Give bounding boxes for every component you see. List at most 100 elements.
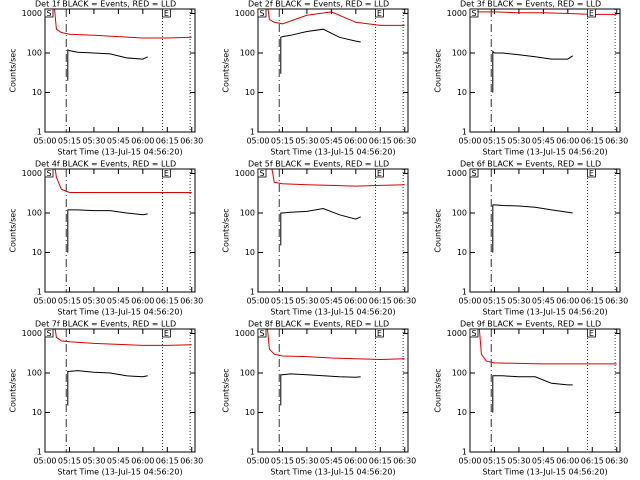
annotation: E [164, 9, 169, 18]
y-tick-label: 1000 [235, 9, 255, 18]
x-tick-label: 05:30 [82, 137, 105, 146]
plot-area [54, 9, 192, 81]
x-tick-label: 06:15 [581, 137, 604, 146]
data-line [280, 373, 361, 406]
annotation: E [589, 169, 594, 178]
x-tick-label: 05:45 [107, 457, 130, 466]
y-tick-label: 1000 [447, 329, 467, 338]
data-line [470, 11, 617, 15]
annotation-box [469, 168, 479, 178]
annotation: S [471, 9, 476, 18]
y-tick-label: 100 [240, 209, 255, 218]
data-line [67, 370, 148, 406]
y-tick-label: 100 [240, 49, 255, 58]
x-tick-label: 06:00 [556, 457, 579, 466]
y-axis-label: Counts/sec [222, 208, 231, 252]
y-tick-label: 100 [452, 49, 467, 58]
annotation-box [44, 8, 54, 18]
y-tick-label: 100 [240, 369, 255, 378]
y-tick-label: 1 [250, 128, 255, 137]
annotation-box [161, 168, 171, 178]
x-tick-label: 06:15 [156, 297, 179, 306]
x-tick-label: 06:30 [180, 297, 203, 306]
axes-frame [257, 328, 409, 453]
panel: Det 1f BLACK = Events, RED = LLD Start Ti… [9, 0, 204, 157]
x-axis-label: Start Time (13-Jul-15 04:56:20) [482, 468, 607, 477]
annotation: E [377, 169, 382, 178]
annotation: S [259, 9, 264, 18]
annotation-box [44, 168, 54, 178]
annotation-box [586, 8, 596, 18]
annotation-box [469, 8, 479, 18]
chart-title: Det 9f BLACK = Events, RED = LLD [460, 320, 601, 329]
axes-frame [469, 328, 621, 453]
y-tick-label: 1000 [22, 169, 42, 178]
annotation-box [257, 168, 267, 178]
axes-frame [44, 8, 196, 133]
panel: Det 5f BLACK = Events, RED = LLD Start Ti… [222, 160, 417, 317]
y-tick-label: 10 [32, 248, 42, 257]
data-line [492, 375, 573, 413]
y-axis-label: Counts/sec [9, 48, 18, 92]
x-tick-label: 05:45 [320, 137, 343, 146]
annotation: S [471, 329, 476, 338]
annotation-box [44, 328, 54, 338]
annotation-box [374, 8, 384, 18]
x-tick-label: 05:00 [246, 457, 269, 466]
y-tick-label: 100 [452, 209, 467, 218]
y-tick-label: 1 [462, 448, 467, 457]
axes-frame [469, 168, 621, 293]
annotation-box [374, 328, 384, 338]
x-tick-label: 06:15 [156, 457, 179, 466]
y-axis-label: Counts/sec [434, 208, 443, 252]
y-tick-label: 1 [37, 128, 42, 137]
y-tick-label: 10 [32, 88, 42, 97]
data-line [492, 50, 573, 93]
x-tick-label: 06:00 [344, 457, 367, 466]
data-line [280, 28, 361, 74]
data-line [271, 169, 405, 187]
x-tick-label: 05:30 [507, 457, 530, 466]
x-tick-label: 06:15 [369, 457, 392, 466]
x-tick-label: 06:15 [581, 297, 604, 306]
axes-frame [469, 8, 621, 133]
y-tick-label: 1 [462, 128, 467, 137]
data-line [492, 204, 573, 253]
y-tick-label: 1 [250, 448, 255, 457]
panel: Det 6f BLACK = Events, RED = LLD Start Ti… [434, 160, 629, 317]
annotation: E [377, 329, 382, 338]
y-axis-label: Counts/sec [434, 368, 443, 412]
chart-title: Det 2f BLACK = Events, RED = LLD [248, 0, 389, 9]
x-tick-label: 05:45 [320, 457, 343, 466]
plot-area [54, 169, 192, 253]
chart-title: Det 4f BLACK = Events, RED = LLD [35, 160, 176, 169]
y-axis-label: Counts/sec [222, 368, 231, 412]
x-tick-label: 05:00 [458, 457, 481, 466]
annotation-box [469, 328, 479, 338]
x-tick-label: 06:00 [344, 137, 367, 146]
x-tick-label: 06:30 [605, 297, 628, 306]
annotation-box [374, 168, 384, 178]
x-tick-label: 06:30 [180, 457, 203, 466]
x-axis-label: Start Time (13-Jul-15 04:56:20) [270, 308, 395, 317]
panel: Det 4f BLACK = Events, RED = LLD Start Ti… [9, 160, 204, 317]
chart-title: Det 3f BLACK = Events, RED = LLD [460, 0, 601, 9]
x-tick-label: 05:00 [458, 137, 481, 146]
data-line [54, 329, 192, 346]
data-line [478, 329, 617, 365]
x-tick-label: 06:00 [344, 297, 367, 306]
x-tick-label: 06:00 [131, 457, 154, 466]
plot-area [267, 9, 405, 74]
y-tick-label: 1000 [22, 329, 42, 338]
x-tick-label: 05:45 [107, 297, 130, 306]
y-axis-label: Counts/sec [434, 48, 443, 92]
y-tick-label: 1000 [235, 329, 255, 338]
x-axis-label: Start Time (13-Jul-15 04:56:20) [482, 148, 607, 157]
x-tick-label: 05:30 [295, 137, 318, 146]
x-tick-label: 05:45 [532, 457, 555, 466]
x-tick-label: 05:30 [295, 297, 318, 306]
x-tick-label: 06:15 [369, 297, 392, 306]
annotation-box [586, 168, 596, 178]
y-tick-label: 1000 [447, 169, 467, 178]
